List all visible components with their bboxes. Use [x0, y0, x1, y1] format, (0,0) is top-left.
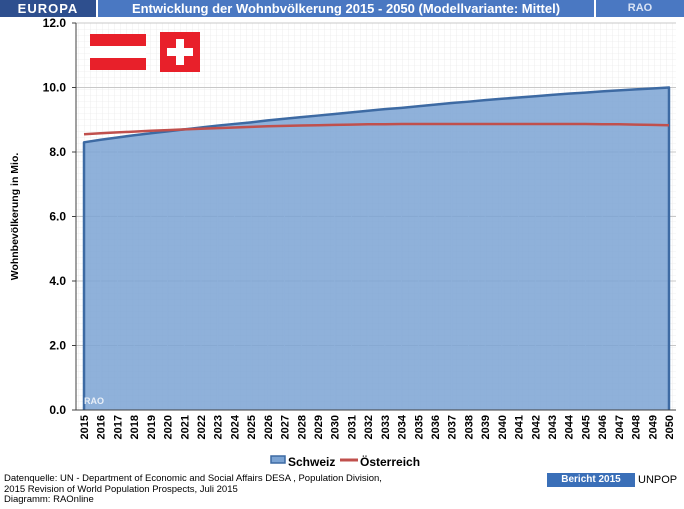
- legend-swatch-schweiz: [270, 455, 286, 464]
- report-badge: Bericht 2015: [547, 473, 635, 487]
- x-tick-label: 2015: [79, 415, 91, 439]
- switzerland-flag: [160, 32, 200, 72]
- x-tick-label: 2045: [580, 415, 592, 439]
- brand-label: RAO: [596, 0, 684, 17]
- x-tick-label: 2031: [346, 415, 358, 439]
- x-tick-label: 2017: [112, 415, 124, 439]
- x-tick-label: 2039: [480, 415, 492, 439]
- watermark: RAO: [84, 396, 104, 406]
- y-tick-label: 2.0: [49, 339, 66, 353]
- x-tick-label: 2032: [363, 415, 375, 439]
- series-oesterreich-line: [83, 122, 670, 136]
- region-label: EUROPA: [0, 0, 96, 17]
- chart-title: Entwicklung der Wohnbvölkerung 2015 - 20…: [98, 0, 594, 17]
- x-tick-label: 2049: [647, 415, 659, 439]
- y-tick-label: 10.0: [43, 81, 67, 95]
- source-note: Datenquelle: UN - Department of Economic…: [4, 473, 444, 506]
- x-tick-label: 2038: [463, 415, 475, 439]
- chart-area: 0.0 2.0 4.0 6.0 8.0 10.0 12.0 2015 2016 2017 2018 2…: [9, 17, 676, 469]
- flags: [90, 32, 200, 72]
- x-tick-label: 2033: [380, 415, 392, 439]
- series-schweiz-area: [84, 87, 669, 410]
- x-tick-label: 2046: [597, 415, 609, 439]
- x-tick-label: 2030: [330, 415, 342, 439]
- x-tick-label: 2020: [163, 415, 175, 439]
- x-tick-label: 2018: [129, 415, 141, 439]
- x-tick-label: 2048: [631, 415, 643, 439]
- x-tick-label: 2019: [146, 415, 158, 439]
- x-tick-label: 2024: [229, 414, 241, 439]
- x-tick-label: 2021: [179, 415, 191, 439]
- x-tick-label: 2036: [430, 415, 442, 439]
- y-axis-title: Wohnbevölkerung in Mio.: [9, 153, 21, 281]
- source-line-3: Diagramm: RAOnline: [4, 494, 94, 505]
- austria-flag: [90, 34, 146, 70]
- y-tick-label: 0.0: [49, 403, 66, 417]
- x-tick-label: 2035: [413, 415, 425, 439]
- x-tick-label: 2023: [213, 415, 225, 439]
- org-label: UNPOP: [638, 474, 678, 486]
- top-bar: EUROPA Entwicklung der Wohnbvölkerung 20…: [0, 0, 684, 17]
- y-tick-label: 8.0: [49, 145, 66, 159]
- x-tick-label: 2040: [497, 415, 509, 439]
- x-tick-label: 2034: [397, 414, 409, 439]
- x-tick-label: 2029: [313, 415, 325, 439]
- x-tick-label: 2022: [196, 415, 208, 439]
- legend-label-schweiz: Schweiz: [288, 455, 335, 469]
- x-tick-label: 2044: [564, 414, 576, 439]
- x-tick-label: 2041: [514, 415, 526, 439]
- x-tick-label: 2025: [246, 415, 258, 439]
- x-tick-label: 2016: [96, 415, 108, 439]
- x-tick-label: 2042: [530, 415, 542, 439]
- x-tick-label: 2027: [280, 415, 292, 439]
- legend-label-oesterreich: Österreich: [360, 454, 420, 469]
- x-tick-label: 2028: [296, 415, 308, 439]
- x-tick-label: 2037: [447, 415, 459, 439]
- x-tick-label: 2043: [547, 415, 559, 439]
- y-tick-label: 4.0: [49, 274, 66, 288]
- y-tick-label: 6.0: [49, 210, 66, 224]
- x-tick-label: 2026: [263, 415, 275, 439]
- source-line-2: 2015 Revision of World Population Prospe…: [4, 483, 238, 495]
- x-tick-label: 2047: [614, 415, 626, 439]
- source-line-1: Datenquelle: UN - Department of Economic…: [4, 473, 382, 484]
- x-tick-label: 2050: [664, 415, 676, 439]
- y-tick-label: 12.0: [43, 17, 67, 30]
